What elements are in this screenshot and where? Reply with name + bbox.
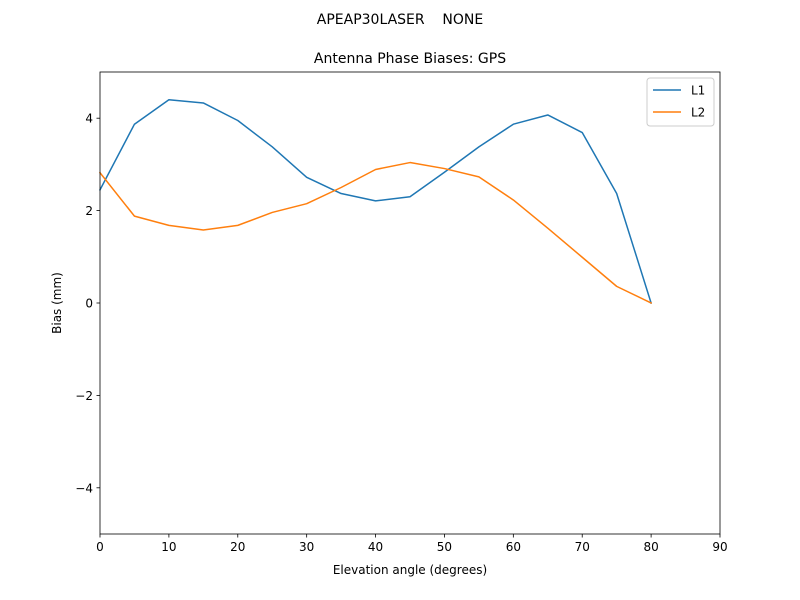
y-tick-label: 4 <box>85 112 93 126</box>
y-axis-label: Bias (mm) <box>50 272 64 334</box>
x-tick-label: 10 <box>161 540 176 554</box>
y-tick-label: −2 <box>75 389 93 403</box>
legend-label-l2: L2 <box>691 106 705 120</box>
y-tick-label: 2 <box>85 204 93 218</box>
x-axis-ticks: 0 10 20 30 40 50 60 70 80 90 <box>96 534 728 554</box>
axes-frame <box>99 71 721 535</box>
chart-title: Antenna Phase Biases: GPS <box>314 51 506 67</box>
legend: L1 L2 <box>646 77 715 127</box>
plot-area <box>98 71 721 535</box>
x-tick-label: 90 <box>712 540 727 554</box>
x-tick-label: 30 <box>299 540 314 554</box>
x-axis-label: Elevation angle (degrees) <box>333 563 487 577</box>
y-tick-label: 0 <box>85 297 93 311</box>
y-axis-ticks: −4 −2 0 2 4 <box>75 112 100 495</box>
x-tick-label: 50 <box>437 540 452 554</box>
x-tick-label: 60 <box>506 540 521 554</box>
series-layer <box>98 98 653 305</box>
y-tick-label: −4 <box>75 481 93 495</box>
figure-suptitle: APEAP30LASER NONE <box>317 12 483 28</box>
x-tick-label: 20 <box>230 540 245 554</box>
series-line-l2 <box>98 161 653 305</box>
legend-label-l1: L1 <box>691 84 705 98</box>
x-tick-label: 0 <box>96 540 104 554</box>
series-line-l1 <box>98 98 653 304</box>
x-tick-label: 80 <box>643 540 658 554</box>
x-tick-label: 40 <box>368 540 383 554</box>
x-tick-label: 70 <box>575 540 590 554</box>
